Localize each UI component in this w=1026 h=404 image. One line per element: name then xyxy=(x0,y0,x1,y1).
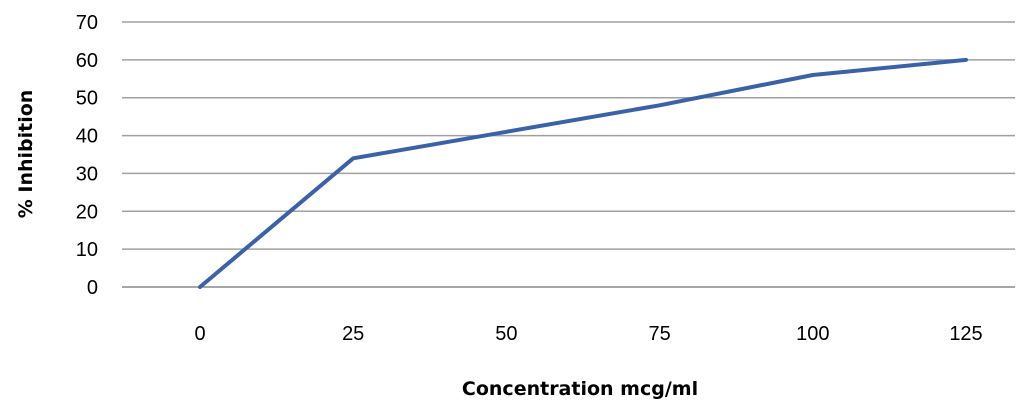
x-tick-label: 125 xyxy=(949,323,982,345)
y-tick-label: 20 xyxy=(76,201,98,223)
series-line-0 xyxy=(198,57,968,289)
y-tick-label: 0 xyxy=(87,277,98,299)
x-tick-label: 0 xyxy=(194,323,205,345)
gridlines xyxy=(122,21,1015,288)
y-tick-labels: 0 10 20 30 40 50 60 70 xyxy=(76,12,98,299)
series-layer xyxy=(198,57,968,289)
x-tick-label: 25 xyxy=(342,323,364,345)
x-tick-label: 50 xyxy=(495,323,517,345)
x-tick-labels: 0 25 50 75 100 125 xyxy=(194,323,982,345)
y-tick-label: 30 xyxy=(76,163,98,185)
x-tick-label: 75 xyxy=(648,323,670,345)
y-tick-label: 70 xyxy=(76,12,98,34)
x-axis-title: Concentration mcg/ml xyxy=(462,378,698,400)
y-tick-label: 60 xyxy=(76,50,98,72)
y-tick-label: 40 xyxy=(76,126,98,148)
y-tick-label: 50 xyxy=(76,88,98,110)
y-tick-label: 10 xyxy=(76,239,98,261)
y-axis-title: % Inhibition xyxy=(15,90,37,219)
x-tick-label: 100 xyxy=(796,323,829,345)
